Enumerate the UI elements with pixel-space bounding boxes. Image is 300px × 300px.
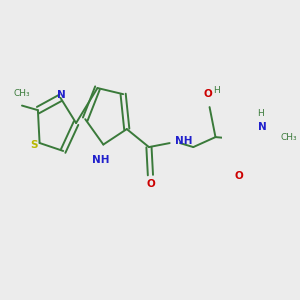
Text: N: N [57,90,66,100]
Text: NH: NH [92,154,109,164]
Text: CH₃: CH₃ [280,133,297,142]
Text: O: O [204,89,212,99]
Text: CH₃: CH₃ [14,88,30,98]
Text: N: N [258,122,266,132]
Text: O: O [146,179,155,189]
Text: NH: NH [175,136,192,146]
Text: H: H [214,86,220,95]
Text: O: O [235,171,244,181]
Text: H: H [258,109,264,118]
Text: S: S [31,140,38,150]
